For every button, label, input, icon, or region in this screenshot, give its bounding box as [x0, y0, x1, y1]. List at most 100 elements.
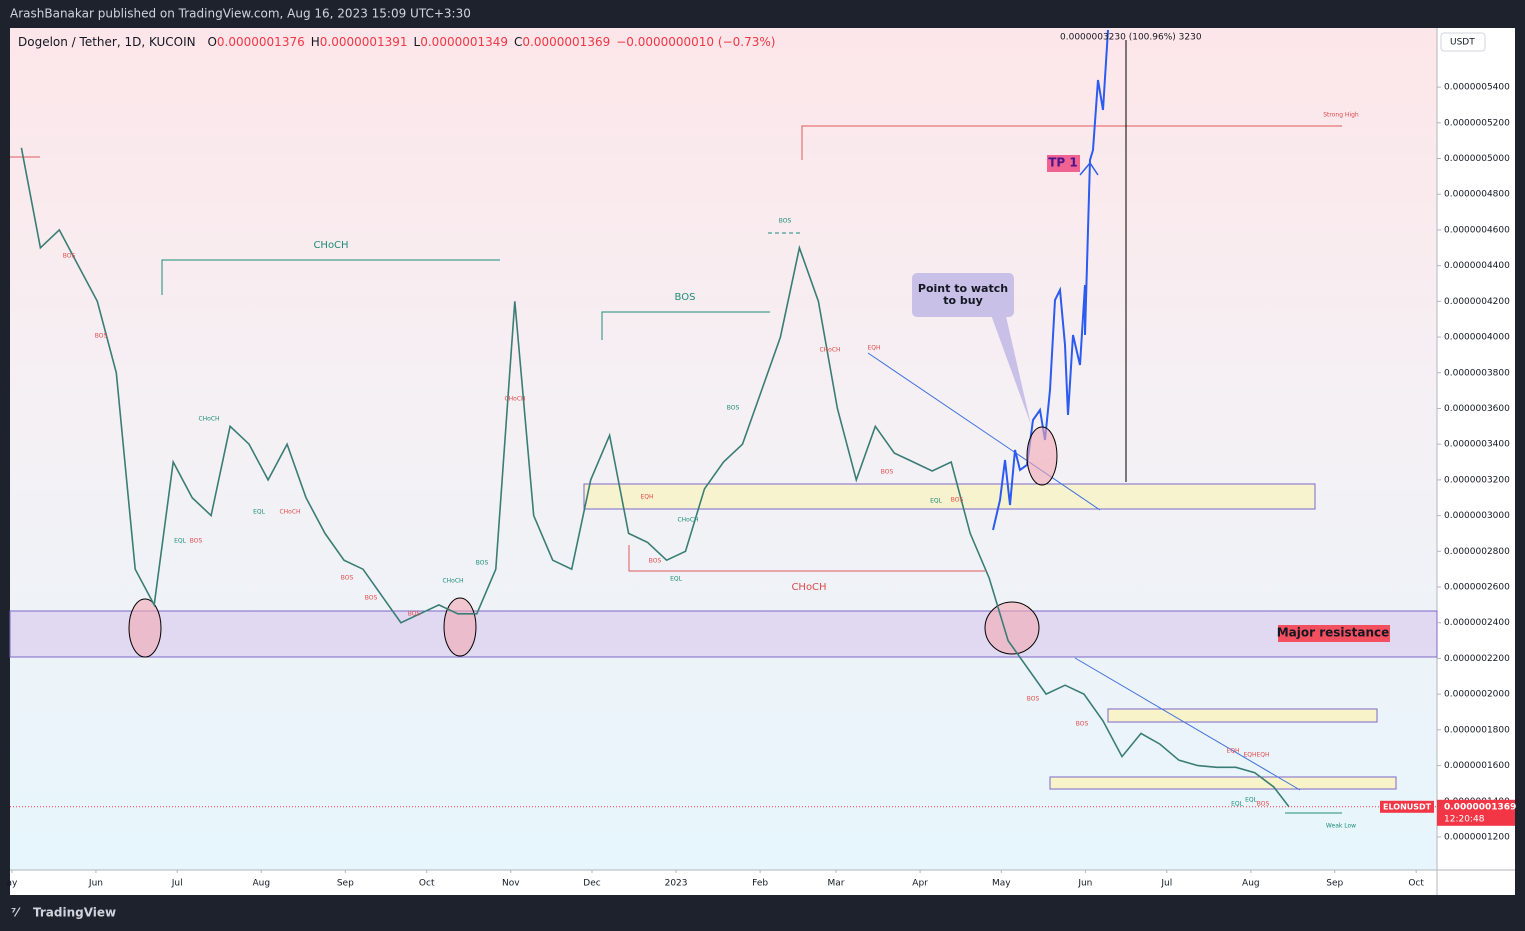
y-tick-label: 0.0000005200: [1444, 118, 1510, 128]
legend: Dogelon / Tether, 1D, KUCOIN O0.00000013…: [18, 35, 775, 49]
x-tick-label: Aug: [252, 879, 270, 889]
annotation: BOS: [365, 595, 378, 602]
annotation: CHoCH: [442, 578, 463, 585]
ohlc-label: H: [311, 35, 320, 49]
publisher: ArashBanakar published on TradingView.co…: [10, 7, 471, 21]
annotation: BOS: [1027, 696, 1040, 703]
annotation: CHoCH: [677, 517, 698, 524]
annotation: EQL: [1245, 797, 1258, 804]
x-tick-label: Jun: [1077, 879, 1092, 889]
annotation: BOS: [951, 497, 964, 504]
x-tick-label: Jul: [171, 879, 183, 889]
annotation: CHoCH: [198, 416, 219, 423]
annotation: CHoCH: [819, 347, 840, 354]
zone: [1107, 708, 1378, 723]
zone: [1049, 776, 1397, 790]
last-price-label: 0.0000001369: [1444, 802, 1516, 812]
annotation: BOS: [1257, 801, 1270, 808]
label-box: [1278, 625, 1390, 642]
annotation: Point to watch: [918, 282, 1008, 295]
trendline: [1074, 657, 1301, 791]
annotation: BOS: [727, 405, 740, 412]
annotation: EQH: [1226, 748, 1239, 755]
y-tick-label: 0.0000004200: [1444, 297, 1510, 307]
x-tick-label: Nov: [502, 879, 520, 889]
y-tick-label: 0.0000005400: [1444, 83, 1510, 93]
y-tick-label: 0.0000001600: [1444, 761, 1510, 771]
annotation: Major resistance: [1277, 626, 1390, 640]
price-scale: [1437, 28, 1515, 870]
x-tick-label: Aug: [1242, 879, 1260, 889]
footer-logo: TradingView: [33, 906, 116, 920]
choch-line: [161, 259, 500, 295]
trendline: [867, 352, 1101, 511]
annotation: to buy: [943, 294, 983, 307]
x-tick-label: Jun: [88, 879, 103, 889]
x-tick-label: Sep: [1326, 879, 1343, 889]
y-tick-label: 0.0000004600: [1444, 225, 1510, 235]
symbol-label: ELONUSDT: [1383, 802, 1432, 811]
annotation: EQL: [1231, 801, 1244, 808]
x-tick-label: Jul: [1160, 879, 1172, 889]
annotation: BOS: [779, 218, 792, 225]
x-tick-label: Apr: [912, 879, 928, 889]
annotation: BOS: [476, 560, 489, 567]
strong-high-line: [801, 125, 1342, 160]
annotation: BOS: [341, 575, 354, 582]
y-tick-label: 0.0000001800: [1444, 725, 1510, 735]
y-tick-label: 0.0000002200: [1444, 654, 1510, 664]
annotation: BOS: [408, 611, 421, 618]
price-line: [20, 147, 1290, 808]
y-tick-label: 0.0000005000: [1444, 154, 1510, 164]
annotation: EQH: [1243, 752, 1256, 759]
x-tick-label: ay: [6, 879, 18, 889]
tp-box: [1047, 155, 1080, 172]
annotation: Weak Low: [1326, 823, 1356, 830]
annotation: CHoCH: [504, 396, 525, 403]
x-tick-label: Dec: [583, 879, 600, 889]
currency-button[interactable]: [1440, 32, 1486, 52]
change: −0.0000000010 (−0.73%): [616, 35, 775, 49]
projection-path: [992, 29, 1109, 531]
x-tick-label: Feb: [752, 879, 768, 889]
ohlc-label: C: [514, 35, 522, 49]
y-tick-label: 0.0000004000: [1444, 333, 1510, 343]
y-tick-label: 0.0000003800: [1444, 368, 1510, 378]
annotation: Strong High: [1323, 112, 1359, 119]
x-tick-label: Sep: [337, 879, 354, 889]
annotation: EQL: [670, 576, 683, 583]
y-tick-label: 0.0000001200: [1444, 832, 1510, 842]
callout-box: [912, 273, 1014, 317]
x-tick-label: Oct: [1408, 879, 1424, 889]
y-tick-label: 0.0000003400: [1444, 440, 1510, 450]
x-tick-label: Oct: [419, 879, 435, 889]
currency: USDT: [1450, 38, 1475, 48]
annotation: EQL: [174, 538, 187, 545]
y-tick-label: 0.0000003000: [1444, 511, 1510, 521]
y-tick-label: 0.0000002000: [1444, 690, 1510, 700]
callout-pointer: [990, 312, 1031, 425]
ohlc-value: 0.0000001349: [420, 35, 508, 49]
logo-icon: ⁷⁄: [11, 906, 21, 920]
plot-area: [10, 28, 1437, 870]
ohlc-value: 0.0000001369: [522, 35, 610, 49]
y-tick-label: 0.0000002400: [1444, 618, 1510, 628]
demand-zone: [583, 483, 1316, 510]
bos-line: [601, 311, 770, 340]
last-price-box: [1437, 799, 1515, 826]
y-tick-label: 0.0000004800: [1444, 190, 1510, 200]
symbol-box: [1380, 800, 1434, 813]
y-tick-label: 0.0000003600: [1444, 404, 1510, 414]
choch-line: [628, 545, 985, 572]
y-tick-label: 0.0000002600: [1444, 583, 1510, 593]
annotation: BOS: [63, 253, 76, 260]
annotation: EQL: [930, 498, 943, 505]
highlight-circle: [984, 601, 1040, 655]
annotation: CHoCH: [313, 240, 348, 251]
ohlc-value: 0.0000001391: [320, 35, 408, 49]
resistance-zone: [9, 610, 1438, 658]
annotation: BOS: [649, 558, 662, 565]
highlight-circle: [128, 598, 162, 658]
